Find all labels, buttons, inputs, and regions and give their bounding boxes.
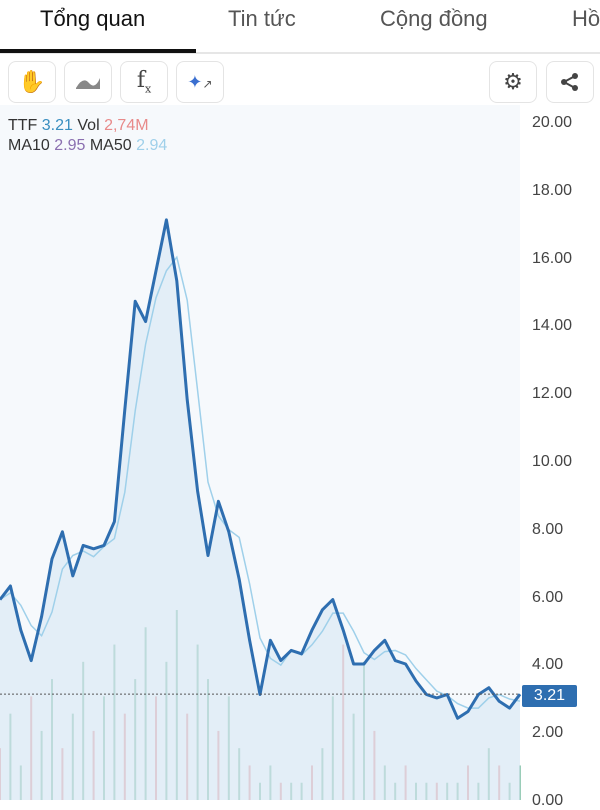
tab-overview[interactable]: Tổng quan xyxy=(40,6,146,31)
ai-analysis-button[interactable]: ✦↗ xyxy=(176,61,224,103)
gear-icon: ⚙ xyxy=(503,69,523,94)
share-button[interactable] xyxy=(546,61,594,103)
ma10-value: 2.95 xyxy=(54,137,86,154)
ma10-label: MA10 xyxy=(8,137,50,154)
settings-button[interactable]: ⚙ xyxy=(489,61,537,103)
y-tick-label: 8.00 xyxy=(532,520,564,538)
tab-bar: Tổng quan Tin tức Cộng đồng Hồ xyxy=(0,0,600,54)
y-tick-label: 14.00 xyxy=(532,317,573,335)
ma50-line xyxy=(0,255,521,709)
price-chart[interactable] xyxy=(0,105,600,800)
tab-news[interactable]: Tin tức xyxy=(228,6,296,31)
function-icon: fx xyxy=(136,68,152,96)
y-tick-label: 20.00 xyxy=(532,114,573,131)
price-value: 3.21 xyxy=(41,117,73,134)
area-chart-icon xyxy=(76,78,100,89)
indicator-button[interactable]: fx xyxy=(120,61,168,103)
y-tick-label: 6.00 xyxy=(532,588,564,606)
y-tick-label: 4.00 xyxy=(532,656,564,674)
tab-profile[interactable]: Hồ xyxy=(572,6,600,31)
y-tick-label: 2.00 xyxy=(532,724,564,742)
legend-row-1: TTF 3.21 Vol 2,74M xyxy=(8,117,149,135)
share-icon xyxy=(561,73,578,91)
symbol: TTF xyxy=(8,117,38,134)
ai-sparkle-chart-icon: ✦↗ xyxy=(187,71,213,92)
last-price-tag: 3.21 xyxy=(522,685,577,707)
legend-row-2: MA10 2.95 MA50 2.94 xyxy=(8,137,167,155)
y-tick-label: 18.00 xyxy=(532,181,573,199)
vol-value: 2,74M xyxy=(104,117,149,134)
ma50-value: 2.94 xyxy=(136,137,168,154)
y-tick-label: 12.00 xyxy=(532,385,573,403)
hand-tool-button[interactable]: ✋ xyxy=(8,61,56,103)
active-tab-indicator xyxy=(0,49,196,53)
chart-type-button[interactable] xyxy=(64,61,112,103)
ma50-label: MA50 xyxy=(89,137,132,154)
vol-label: Vol xyxy=(77,117,100,134)
y-tick-label: 10.00 xyxy=(532,453,573,470)
y-tick-label: 16.00 xyxy=(532,249,573,267)
hand-icon: ✋ xyxy=(18,69,46,94)
tab-community[interactable]: Cộng đồng xyxy=(380,6,488,31)
y-tick-label: 0.00 xyxy=(532,792,564,809)
